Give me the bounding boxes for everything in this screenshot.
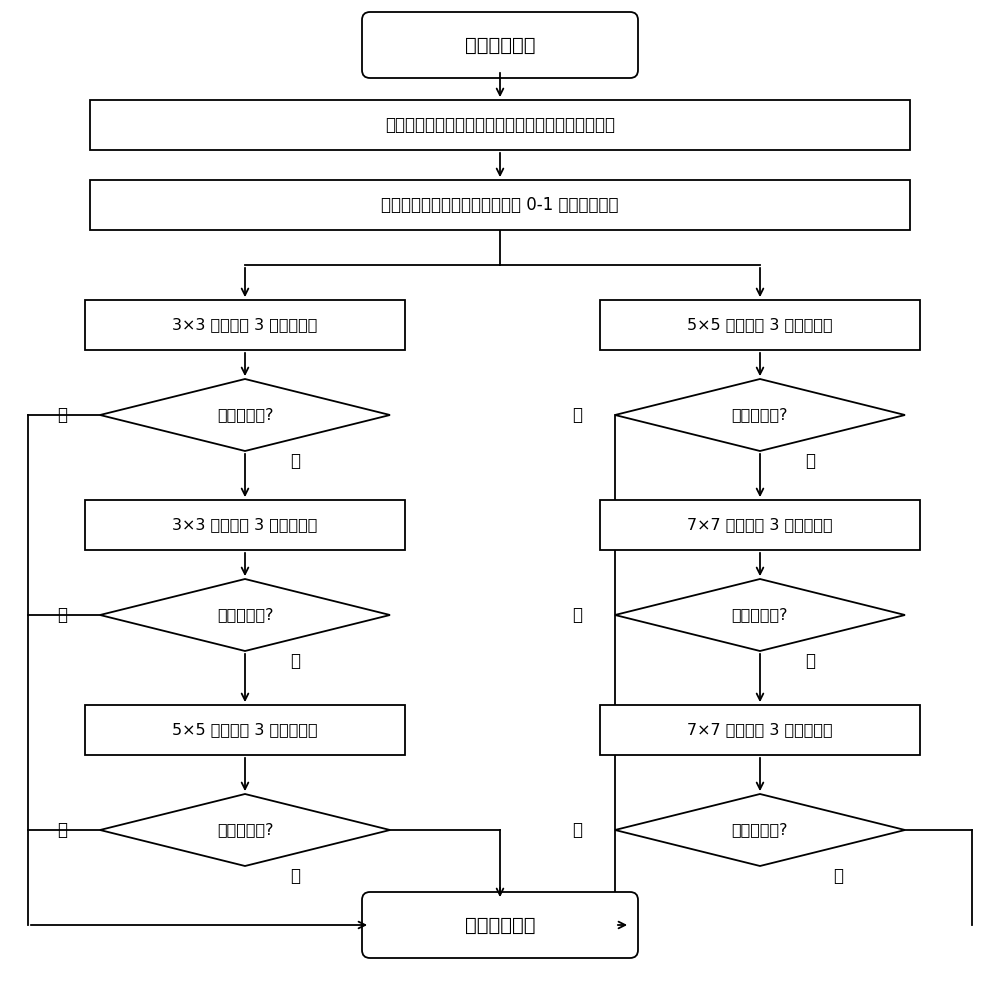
Polygon shape [615,794,905,866]
Text: 是: 是 [572,821,582,839]
Text: 5×5 正十字窗 3 次均值滤波: 5×5 正十字窗 3 次均值滤波 [172,723,318,738]
Text: 否: 否 [833,867,843,885]
Text: 否: 否 [290,867,300,885]
Text: 否: 否 [805,452,815,470]
Text: 5×5 斜十字窗 3 次均值滤波: 5×5 斜十字窗 3 次均值滤波 [687,317,833,333]
Text: 否: 否 [290,652,300,670]
Text: 输入噪声图像: 输入噪声图像 [465,35,535,54]
Text: 否: 否 [805,652,815,670]
Bar [600,705,920,755]
Text: 是: 是 [572,406,582,424]
FancyBboxPatch shape [362,12,638,78]
Text: 输出去噪图像: 输出去噪图像 [465,915,535,935]
Text: 是: 是 [57,606,67,624]
Bar [85,705,405,755]
Polygon shape [100,794,390,866]
Polygon shape [615,379,905,451]
Polygon shape [100,579,390,651]
Text: 噪声处理完?: 噪声处理完? [217,608,273,623]
Text: 噪声处理完?: 噪声处理完? [732,608,788,623]
Text: 是: 是 [57,406,67,424]
Text: 噪声处理完?: 噪声处理完? [732,822,788,837]
Text: 噪声处理完?: 噪声处理完? [732,408,788,423]
Bar [90,100,910,150]
Bar [600,300,920,350]
Bar [85,300,405,350]
FancyBboxPatch shape [362,892,638,958]
Polygon shape [615,579,905,651]
Polygon shape [100,379,390,451]
Text: 3×3 正十字窗 3 次均值滤波: 3×3 正十字窗 3 次均值滤波 [172,317,318,333]
Bar [90,180,910,230]
Bar [600,500,920,550]
Text: 采用子块排序差分最大法和投票法获得噪声上下边界: 采用子块排序差分最大法和投票法获得噪声上下边界 [385,116,615,134]
Text: 7×7 斜十字窗 3 次均值滤波: 7×7 斜十字窗 3 次均值滤波 [687,723,833,738]
Text: 噪声处理完?: 噪声处理完? [217,408,273,423]
Text: 是: 是 [57,821,67,839]
Text: 否: 否 [290,452,300,470]
Bar [85,500,405,550]
Text: 是: 是 [572,606,582,624]
Text: 7×7 正十字窗 3 次均值滤波: 7×7 正十字窗 3 次均值滤波 [687,517,833,533]
Text: 3×3 斜十字窗 3 次均值滤波: 3×3 斜十字窗 3 次均值滤波 [172,517,318,533]
Text: 用上下边界判断噪声点，获噪声 0-1 二值映射矩阵: 用上下边界判断噪声点，获噪声 0-1 二值映射矩阵 [381,196,619,214]
Text: 噪声处理完?: 噪声处理完? [217,822,273,837]
